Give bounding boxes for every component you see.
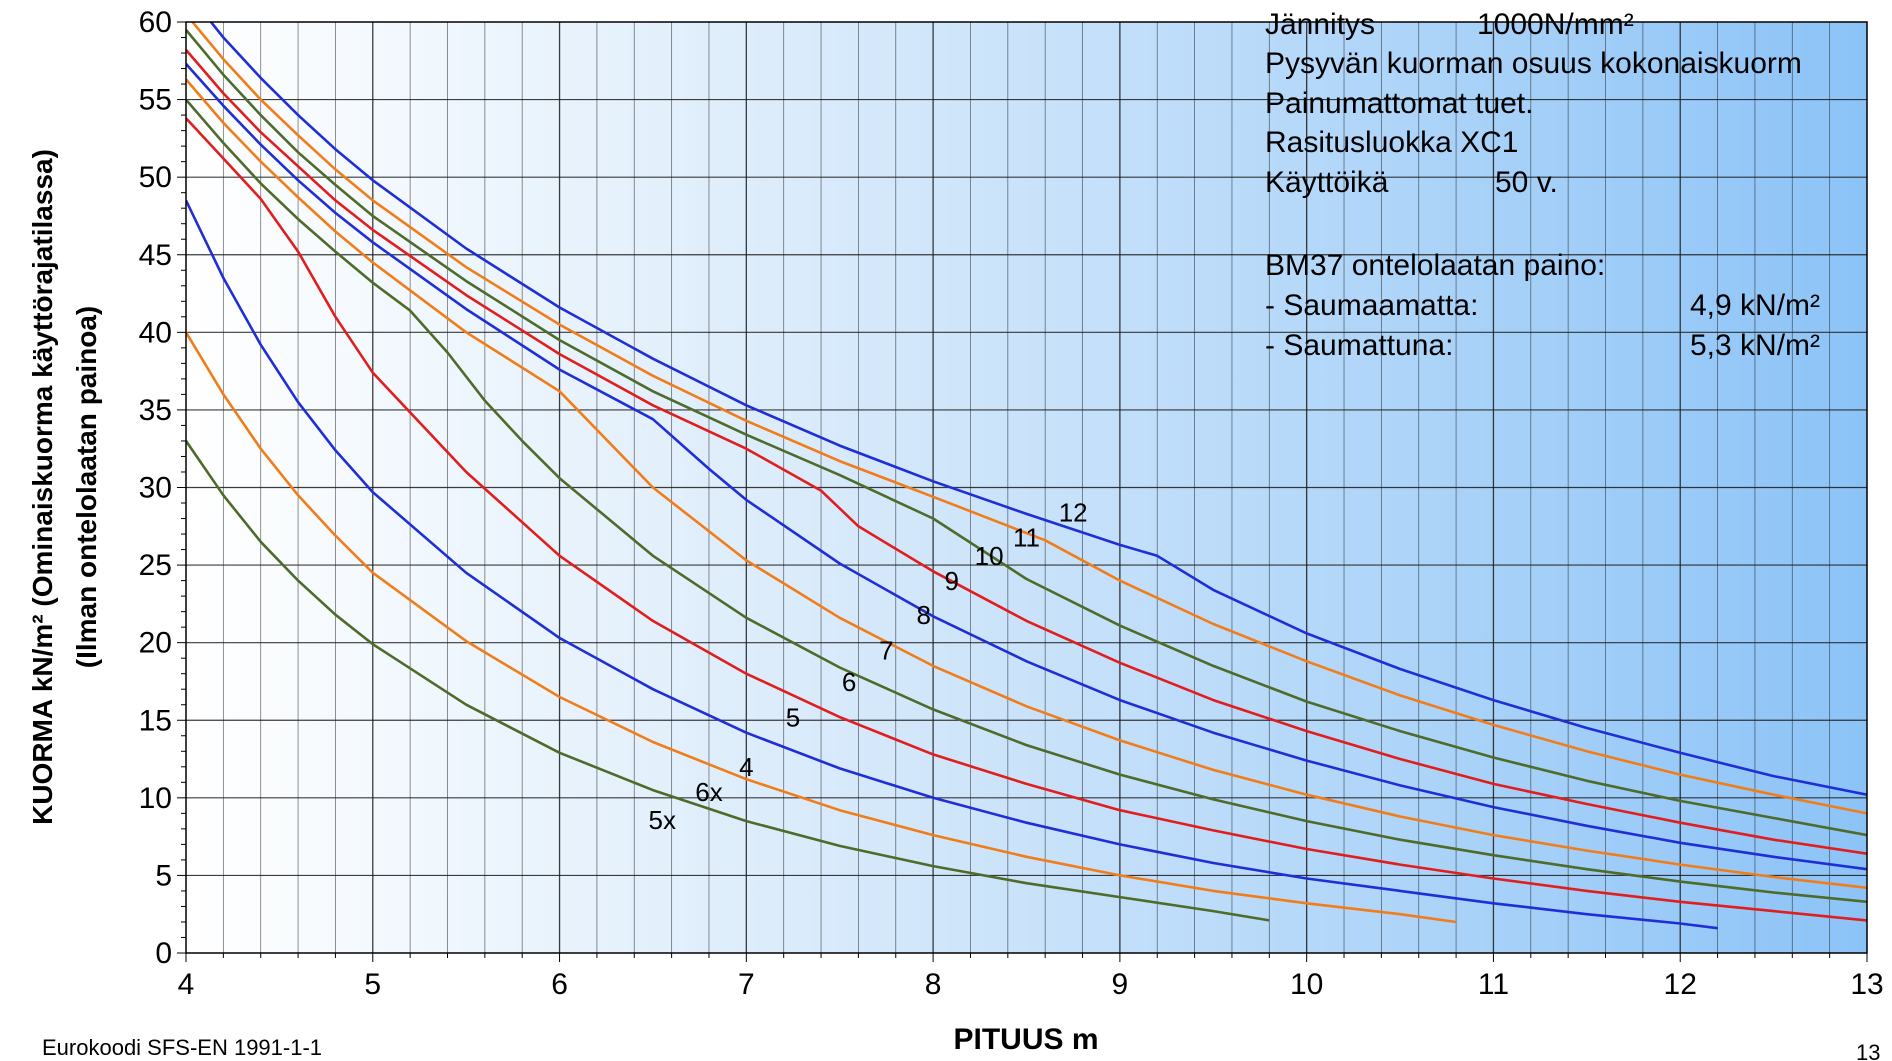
y-tick-label: 35 — [139, 394, 172, 427]
series-line-5 — [186, 117, 1867, 922]
x-tick-label: 7 — [738, 968, 755, 1001]
curve-label-8: 8 — [917, 600, 931, 630]
curve-label-5: 5 — [786, 702, 800, 732]
note-stress-value: 1000N/mm² — [1477, 8, 1634, 41]
y-tick-label: 50 — [139, 161, 172, 194]
curve-label-6: 6 — [842, 667, 856, 697]
x-tick-label: 10 — [1290, 968, 1323, 1001]
x-tick-label: 6 — [551, 968, 568, 1001]
y-tick-labels: 0 5 10 15 20 25 30 35 40 45 50 55 60 — [139, 6, 172, 970]
x-axis-label: PITUUS m — [953, 1023, 1098, 1056]
x-tick-label: 13 — [1850, 968, 1883, 1001]
y-axis-sublabel: (Ilman ontelolaatan painoa) — [71, 306, 102, 668]
note-supports: Painumattomat tuet. — [1265, 87, 1533, 120]
curve-label-6x: 6x — [695, 777, 722, 807]
note-service-life-value: 50 v. — [1495, 166, 1558, 199]
note-service-life-label: Käyttöikä — [1265, 166, 1389, 199]
y-tick-label: 25 — [139, 549, 172, 582]
y-tick-label: 15 — [139, 704, 172, 737]
series-line-6x — [186, 331, 1457, 924]
series-line-6 — [186, 98, 1867, 904]
y-tick-label: 10 — [139, 782, 172, 815]
note-unjointed-label: - Saumaamatta: — [1265, 289, 1478, 322]
x-tick-label: 11 — [1478, 968, 1509, 1001]
x-tick-label: 8 — [925, 968, 942, 1001]
minor-ticks — [177, 21, 1868, 962]
series-line-8 — [186, 63, 1867, 871]
x-tick-label: 4 — [178, 968, 195, 1001]
series-line-9 — [186, 49, 1867, 855]
note-stress-label: Jännitys — [1265, 8, 1375, 41]
note-unjointed-value: 4,9 kN/m² — [1690, 289, 1820, 322]
y-tick-label: 30 — [139, 472, 172, 505]
major-gridlines — [186, 22, 1867, 953]
y-tick-label: 45 — [139, 239, 172, 272]
page-number: 13 — [1856, 1040, 1880, 1061]
note-jointed-value: 5,3 kN/m² — [1690, 329, 1820, 362]
series-line-4 — [186, 199, 1718, 930]
curve-label-5x: 5x — [649, 805, 676, 835]
note-permanent-load: Pysyvän kuorman osuus kokonaiskuorm — [1265, 47, 1802, 80]
curve-label-11: 11 — [1013, 522, 1040, 552]
curve-label-7: 7 — [879, 636, 893, 666]
x-tick-label: 9 — [1112, 968, 1129, 1001]
series-lines — [186, 22, 1867, 930]
y-tick-label: 40 — [139, 316, 172, 349]
series-line-5x — [186, 440, 1270, 922]
curve-label-4: 4 — [739, 752, 753, 782]
series-line-7 — [186, 78, 1867, 890]
series-line-11 — [190, 22, 1867, 815]
x-tick-labels: 4 5 6 7 8 9 10 11 12 13 — [178, 968, 1884, 1001]
x-tick-label: 5 — [364, 968, 381, 1001]
y-tick-label: 60 — [139, 6, 172, 39]
curve-label-9: 9 — [945, 566, 959, 596]
footer-source: Eurokoodi SFS-EN 1991-1-1 — [42, 1035, 322, 1060]
series-line-12 — [209, 22, 1867, 796]
notes-block: Jännitys 1000N/mm² Pysyvän kuorman osuus… — [1265, 8, 1820, 362]
note-exposure-class: Rasitusluokka XC1 — [1265, 126, 1518, 159]
y-tick-label: 55 — [139, 84, 172, 117]
y-tick-label: 5 — [155, 859, 172, 892]
curve-label-12: 12 — [1059, 498, 1088, 528]
note-jointed-label: - Saumattuna: — [1265, 329, 1453, 362]
x-tick-label: 12 — [1664, 968, 1697, 1001]
y-tick-label: 0 — [155, 937, 172, 970]
y-axis-label: KUORMA kN/m² (Ominaiskuorma käyttörajati… — [27, 149, 58, 825]
y-tick-label: 20 — [139, 627, 172, 660]
note-slab-weight-title: BM37 ontelolaatan paino: — [1265, 249, 1605, 282]
series-line-10 — [186, 28, 1867, 837]
curve-label-10: 10 — [975, 541, 1004, 571]
